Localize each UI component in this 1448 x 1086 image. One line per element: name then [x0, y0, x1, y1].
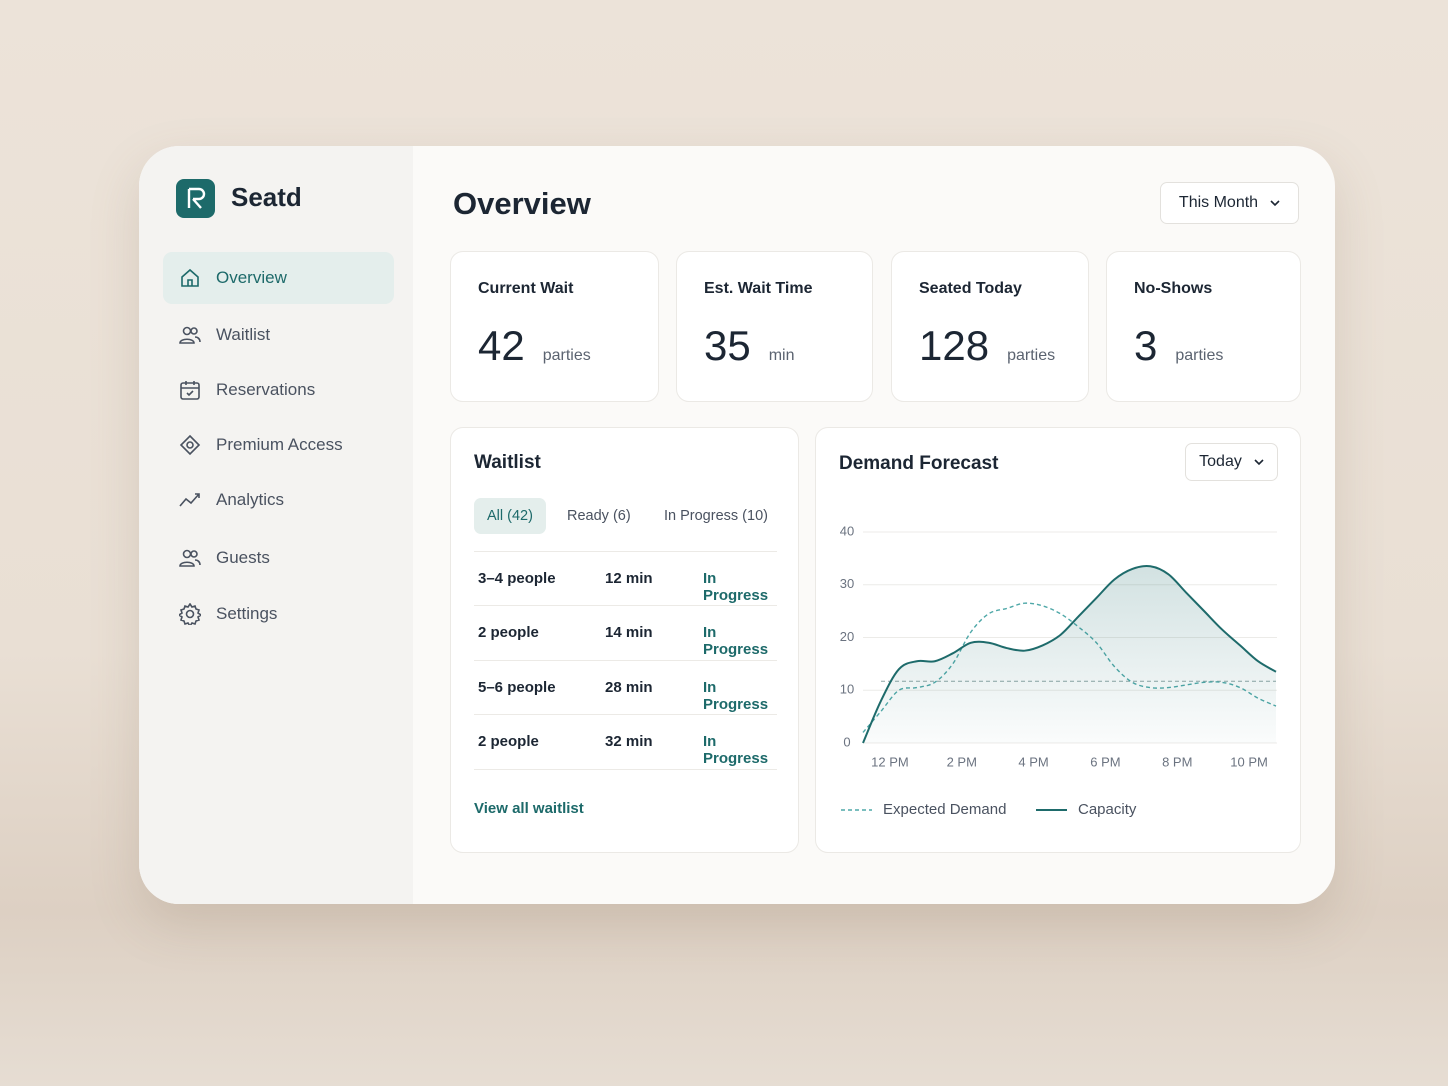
y-tick-label: 30 — [840, 576, 854, 591]
nav-icon — [179, 603, 201, 625]
cell: In Progress — [703, 732, 769, 767]
y-tick-label: 0 — [843, 734, 850, 749]
stat-label: Seated Today — [919, 280, 1022, 297]
nav-label: Overview — [216, 268, 287, 287]
stat-value-row: 128 parties — [919, 322, 1055, 370]
legend-label: Expected Demand — [883, 801, 1006, 818]
nav-label: Reservations — [216, 380, 316, 399]
chevron — [1270, 199, 1280, 206]
cell: 3–4 people — [478, 570, 556, 587]
stat-unit: parties — [542, 347, 591, 364]
waitlist-row: 2 people 32 min In Progress — [474, 713, 777, 769]
range-dropdown[interactable]: Today — [1185, 443, 1278, 481]
nav-icon — [181, 268, 199, 287]
cell: 32 min — [605, 732, 653, 750]
logo — [176, 179, 215, 218]
y-tick-label: 10 — [840, 682, 854, 697]
chart: Demand Forecast 0 10 20 30 40 12 PM 2 PM 4 PM 6 … — [839, 453, 1277, 818]
cell: 14 min — [605, 624, 653, 642]
stat-unit: min — [768, 347, 795, 364]
stat-value: 3 — [1134, 322, 1158, 369]
stat-card: Current Wait 42 parties — [450, 251, 659, 402]
dashboard: Seatd Overview Waitlist Reservations Premiu… — [139, 146, 1335, 904]
tab[interactable]: All (42) — [474, 498, 546, 534]
period-label: This Month — [1178, 194, 1259, 211]
stat-label: Current Wait — [478, 280, 574, 297]
sidebar: Seatd Overview Waitlist Reservations Premiu… — [139, 146, 413, 904]
x-tick-label: 4 PM — [1018, 754, 1048, 769]
stat-label: No-Shows — [1134, 280, 1213, 297]
waitlist-row: 5–6 people 28 min In Progress — [474, 659, 777, 715]
chevron — [1254, 458, 1264, 465]
nav-label: Analytics — [216, 490, 285, 509]
tab[interactable]: Ready (6) — [567, 508, 631, 524]
tab[interactable]: In Progress (10) — [664, 508, 768, 524]
legend-label: Capacity — [1078, 801, 1137, 818]
nav-icon — [179, 434, 201, 456]
logo-icon — [187, 187, 206, 209]
cell: 2 people — [478, 624, 539, 642]
nav-item[interactable]: Overview — [163, 252, 394, 304]
nav-item[interactable]: Guests — [163, 532, 394, 584]
nav-item[interactable]: Settings — [163, 588, 394, 640]
cell: In Progress — [703, 570, 769, 604]
cell: 28 min — [605, 678, 653, 696]
stat-value: 35 — [704, 322, 751, 369]
stat-value: 42 — [478, 322, 525, 369]
nav-label: Settings — [216, 604, 278, 623]
x-tick-label: 12 PM — [871, 754, 909, 769]
nav-item[interactable]: Waitlist — [163, 309, 394, 361]
forecast-panel: Demand Forecast 0 10 20 30 40 12 PM 2 PM 4 PM 6 … — [815, 427, 1301, 853]
waitlist-row: 2 people 14 min In Progress — [474, 605, 777, 660]
stat-value-row: 42 parties — [478, 322, 591, 370]
nav-item[interactable]: Reservations — [163, 364, 394, 416]
x-tick-label: 6 PM — [1090, 754, 1120, 769]
page-title: Overview — [453, 186, 591, 221]
cell: In Progress — [703, 678, 769, 713]
stat-value-row: 35 min — [704, 322, 795, 370]
x-tick-label: 2 PM — [947, 754, 977, 769]
view-all-link[interactable]: View all waitlist — [474, 800, 584, 817]
x-tick-label: 10 PM — [1230, 754, 1268, 769]
cell: 5–6 people — [478, 678, 556, 696]
cell: 12 min — [605, 570, 653, 587]
range-label: Today — [1199, 453, 1242, 470]
nav-icon — [179, 549, 201, 567]
waitlist-row: 3–4 people 12 min In Progress — [474, 551, 777, 606]
waitlist-panel: Waitlist View all waitlist All (42) Ready… — [450, 427, 799, 853]
nav-icon — [179, 326, 201, 344]
chart-title: Demand Forecast — [839, 453, 999, 474]
stat-card: No-Shows 3 parties — [1106, 251, 1301, 402]
brand: Seatd — [231, 182, 302, 212]
area — [863, 566, 1276, 743]
y-tick-label: 40 — [840, 523, 854, 538]
period-dropdown[interactable]: This Month — [1160, 182, 1299, 224]
stat-value: 128 — [919, 322, 990, 369]
nav-label: Waitlist — [216, 325, 271, 344]
y-tick-label: 20 — [840, 629, 854, 644]
stat-unit: parties — [1007, 347, 1056, 364]
cell: In Progress — [703, 624, 769, 659]
nav-label: Premium Access — [216, 435, 343, 454]
stat-label: Est. Wait Time — [704, 280, 813, 297]
stat-unit: parties — [1175, 347, 1224, 364]
nav-item[interactable]: Analytics — [163, 474, 394, 526]
line — [862, 565, 1277, 744]
stat-value-row: 3 parties — [1134, 322, 1223, 370]
nav-icon — [179, 493, 200, 507]
stat-card: Seated Today 128 parties — [891, 251, 1089, 402]
nav-label: Guests — [216, 548, 270, 567]
nav-icon — [180, 381, 200, 400]
panel-title: Waitlist — [474, 452, 541, 473]
nav-item[interactable]: Premium Access — [163, 419, 394, 471]
cell: 2 people — [478, 732, 539, 750]
divider — [474, 769, 777, 770]
stat-card: Est. Wait Time 35 min — [676, 251, 873, 402]
x-tick-label: 8 PM — [1162, 754, 1192, 769]
